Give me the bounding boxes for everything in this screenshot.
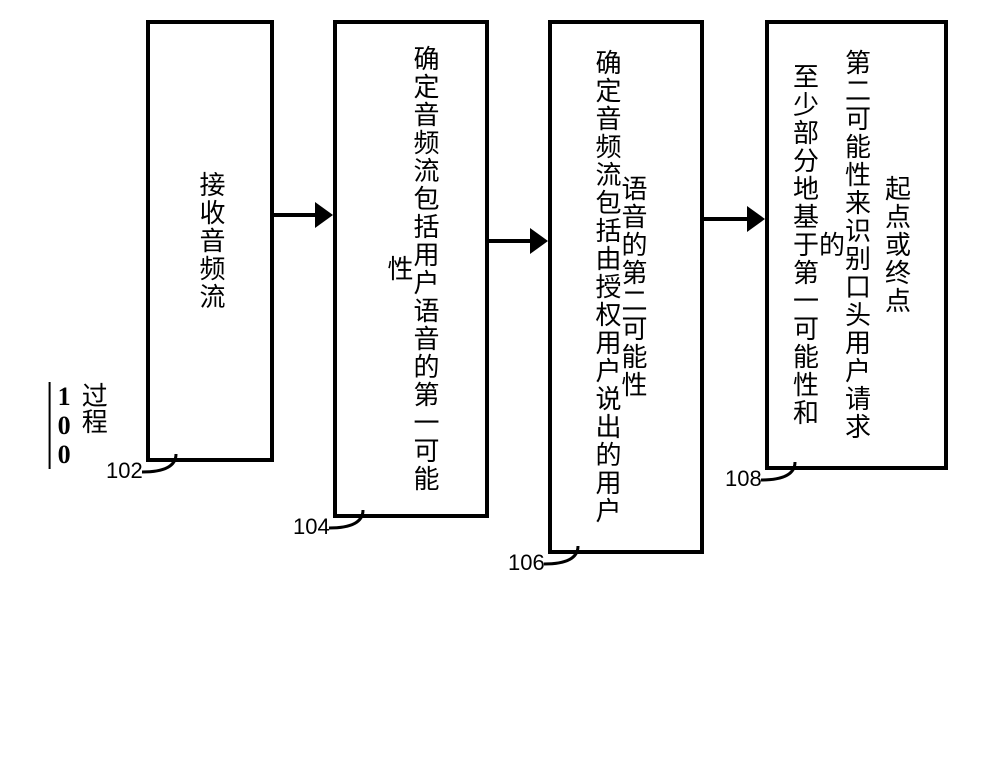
flow-node-102: 接收音频流 <box>146 20 274 462</box>
flow-arrow <box>700 199 765 239</box>
diagram-title: 过程100 <box>49 382 106 469</box>
flow-node-line: 确定音频流包括由授权用户说出的用户 <box>593 38 619 536</box>
flow-node-line: 确定音频流包括用户语音的第一可能性 <box>385 38 437 500</box>
flow-arrow <box>270 195 333 235</box>
flow-node-text: 接收音频流 <box>150 38 270 444</box>
flow-node-text: 确定音频流包括用户语音的第一可能性 <box>337 38 485 500</box>
label-connector <box>325 508 369 532</box>
flow-arrow <box>485 221 548 261</box>
flow-node-text: 确定音频流包括由授权用户说出的用户语音的第二可能性 <box>552 38 700 536</box>
flow-node-line: 起点或终点 <box>883 38 909 452</box>
flow-node-106: 确定音频流包括由授权用户说出的用户语音的第二可能性 <box>548 20 704 554</box>
label-connector <box>540 544 584 568</box>
flow-node-text: 至少部分地基于第一可能性和第二可能性来识别口头用户请求的起点或终点 <box>769 38 944 452</box>
flow-node-line: 语音的第二可能性 <box>619 38 645 536</box>
flow-node-line: 接收音频流 <box>197 38 223 444</box>
title-number: 100 <box>50 382 79 469</box>
flow-node-line: 至少部分地基于第一可能性和 <box>791 38 817 452</box>
flow-node-104: 确定音频流包括用户语音的第一可能性 <box>333 20 489 518</box>
flow-node-line: 第二可能性来识别口头用户请求的 <box>817 38 869 452</box>
label-connector <box>757 460 801 484</box>
flow-node-108: 至少部分地基于第一可能性和第二可能性来识别口头用户请求的起点或终点 <box>765 20 948 470</box>
flowchart-canvas: 过程100接收音频流102确定音频流包括用户语音的第一可能性104确定音频流包括… <box>0 0 1000 771</box>
label-connector <box>138 452 182 476</box>
title-text: 过程 <box>78 382 107 434</box>
